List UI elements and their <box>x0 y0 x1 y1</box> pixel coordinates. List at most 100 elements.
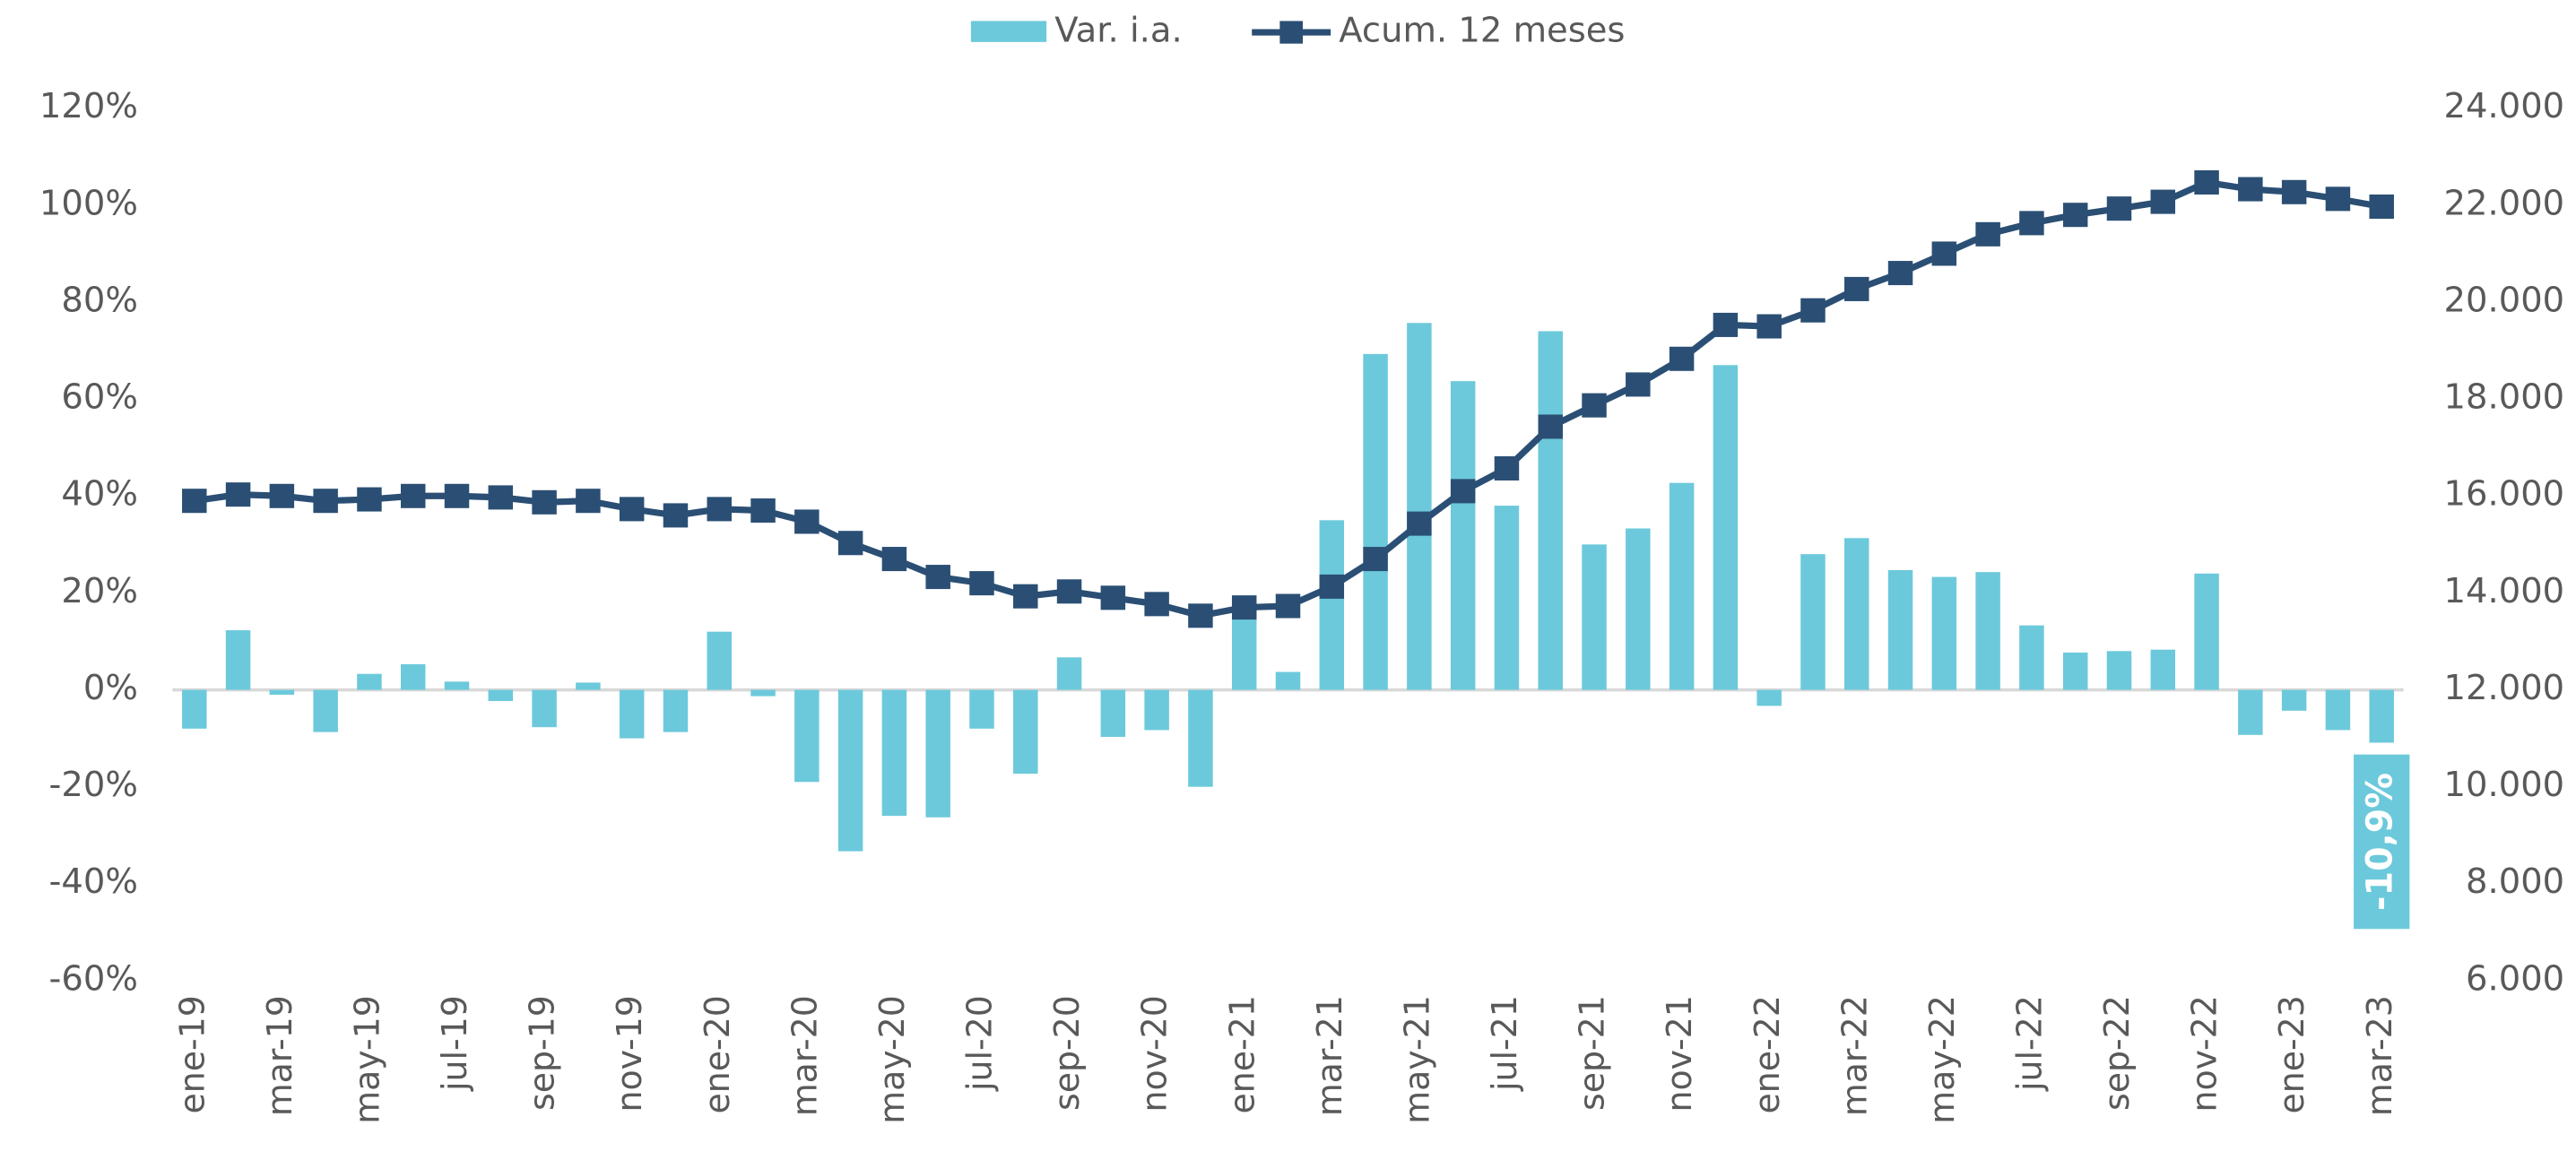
y-tick-label: 0% <box>83 668 138 707</box>
line-marker <box>2150 189 2176 214</box>
line-marker <box>2281 179 2307 204</box>
x-tick-label: ene-21 <box>1222 995 1262 1113</box>
line-marker <box>1844 276 1869 301</box>
bar <box>2281 689 2307 711</box>
bar <box>2150 649 2176 690</box>
y2-tick-label: 10.000 <box>2444 765 2565 804</box>
bar <box>1144 689 1169 731</box>
line-marker <box>1450 479 1476 504</box>
y2-tick-label: 6.000 <box>2466 959 2564 999</box>
line-marker <box>1231 595 1257 620</box>
line-marker <box>707 497 732 522</box>
bar <box>1319 520 1345 690</box>
bar <box>2238 689 2263 735</box>
line-marker <box>2062 203 2088 228</box>
y2-tick-label: 14.000 <box>2444 571 2565 610</box>
y-tick-label: 120% <box>39 86 138 126</box>
line-marker <box>1407 511 1432 536</box>
line-marker <box>1319 574 1345 599</box>
bar <box>1494 506 1520 690</box>
bar <box>269 689 295 695</box>
line-marker <box>2194 169 2219 195</box>
line-marker <box>1144 592 1169 617</box>
legend-swatch <box>970 21 1047 42</box>
y-tick-label: -60% <box>49 959 138 999</box>
x-tick-label: nov-22 <box>2184 995 2224 1112</box>
line-marker <box>313 489 338 514</box>
bar <box>750 689 776 697</box>
x-tick-label: sep-22 <box>2097 995 2137 1111</box>
x-tick-label: jul-21 <box>1485 995 1524 1092</box>
line-marker <box>1363 547 1388 572</box>
bar <box>2194 573 2219 690</box>
line <box>194 178 2382 619</box>
bar <box>1100 689 1126 737</box>
line-marker <box>225 482 251 507</box>
bar <box>1800 554 1826 690</box>
y2-tick-label: 24.000 <box>2444 86 2565 126</box>
line-marker <box>1100 585 1126 610</box>
line-marker <box>2369 194 2394 220</box>
line-marker <box>1494 455 1520 480</box>
y2-tick-label: 20.000 <box>2444 281 2565 320</box>
bar <box>1931 576 1957 690</box>
bar <box>707 631 732 690</box>
y2-tick-label: 22.000 <box>2444 184 2565 223</box>
line-marker <box>1275 593 1301 619</box>
line-marker <box>1626 372 1651 397</box>
bar <box>969 689 994 729</box>
line-marker <box>663 503 689 528</box>
line-marker <box>576 489 601 514</box>
bar <box>1626 528 1651 690</box>
y-tick-label: -20% <box>49 765 138 804</box>
bar <box>1975 572 2000 690</box>
line-marker <box>2238 177 2263 202</box>
bar <box>2019 625 2044 690</box>
x-tick-label: nov-19 <box>610 995 649 1112</box>
x-tick-label: nov-20 <box>1134 995 1174 1112</box>
line-marker <box>1538 414 1563 439</box>
x-tick-label: mar-22 <box>1834 995 1874 1116</box>
bar <box>1669 482 1695 690</box>
bar <box>2369 689 2394 743</box>
x-tick-label: jul-20 <box>959 995 999 1092</box>
legend-swatch-marker <box>1279 21 1303 44</box>
y-tick-label: 100% <box>39 184 138 223</box>
line-marker <box>2106 196 2132 221</box>
y-tick-label: 80% <box>61 281 138 320</box>
line-marker <box>794 509 820 534</box>
line-marker <box>837 531 863 556</box>
line-marker <box>2019 211 2044 236</box>
data-label: -10,9% <box>2359 773 2400 911</box>
line-marker <box>1669 346 1695 371</box>
bar <box>576 682 601 690</box>
x-tick-label: jul-22 <box>2009 995 2049 1092</box>
line-marker <box>925 565 950 590</box>
x-tick-label: mar-19 <box>260 995 299 1116</box>
x-tick-label: ene-23 <box>2272 995 2311 1113</box>
line-marker <box>488 485 514 510</box>
line-marker <box>2325 186 2351 212</box>
bar <box>881 689 907 817</box>
y-tick-label: 60% <box>61 377 138 417</box>
bar <box>1188 689 1213 787</box>
bar <box>1713 365 1739 690</box>
x-tick-label: ene-20 <box>698 995 737 1113</box>
bar <box>1582 544 1607 690</box>
bar <box>1844 538 1869 690</box>
x-tick-label: may-22 <box>1922 995 1962 1124</box>
line-marker <box>1713 312 1739 337</box>
bar <box>1450 381 1476 690</box>
x-tick-label: nov-21 <box>1660 995 1699 1112</box>
x-tick-label: mar-20 <box>785 995 824 1116</box>
bar <box>1275 671 1301 690</box>
y-tick-label: 40% <box>61 474 138 514</box>
bar <box>1363 353 1388 690</box>
bar <box>1887 570 1913 690</box>
bar <box>1756 689 1782 706</box>
x-tick-label: may-19 <box>347 995 386 1124</box>
line-marker <box>969 571 994 596</box>
bar <box>2106 651 2132 690</box>
x-tick-label: ene-19 <box>172 995 212 1113</box>
